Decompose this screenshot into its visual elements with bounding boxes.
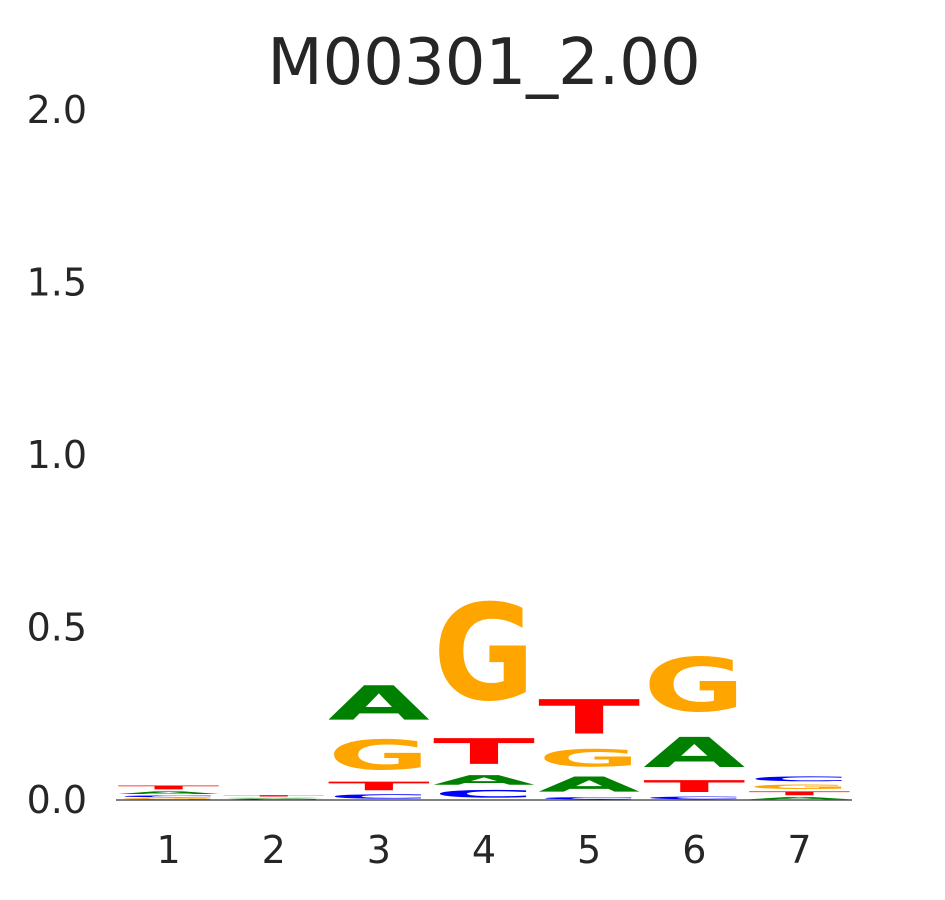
- logo-letter-T: T: [328, 779, 430, 793]
- x-tick-label: 7: [787, 828, 811, 872]
- x-tick-label: 5: [577, 828, 601, 872]
- logo-letter-G: G: [328, 731, 430, 779]
- x-tick-label: 6: [682, 828, 706, 872]
- logo-letter-G: G: [223, 797, 325, 798]
- x-tick-label: 3: [367, 828, 391, 872]
- x-tick-label: 1: [156, 828, 180, 872]
- logo-letter-A: A: [643, 729, 746, 777]
- logo-letter-T: T: [223, 795, 325, 797]
- chart-title: M00301_2.00: [267, 26, 700, 100]
- x-axis: 1 2 3 4 5 6 7: [156, 828, 811, 872]
- logo-letter-C: C: [538, 797, 640, 800]
- logo-letter-C: C: [643, 796, 745, 800]
- logo-letter-A: A: [748, 797, 850, 800]
- logo-letter-A: A: [328, 676, 431, 731]
- logo-letter-C: C: [328, 793, 430, 800]
- logo-letter-G: G: [643, 643, 745, 729]
- y-tick-label: 0.5: [27, 606, 87, 650]
- logo-letter-G: G: [118, 798, 220, 800]
- logo-letter-T: T: [118, 784, 220, 790]
- logo-letter-T: T: [643, 777, 745, 796]
- logo-letter-T: T: [433, 731, 535, 772]
- logo-letter-T: T: [538, 690, 640, 745]
- logo-letter-C: C: [748, 775, 850, 783]
- y-tick-label: 1.5: [27, 261, 87, 305]
- logo-letter-A: A: [538, 773, 640, 797]
- y-tick-label: 0.0: [27, 778, 87, 822]
- logo-letter-C: C: [433, 788, 535, 800]
- logo-letter-A: A: [223, 798, 325, 799]
- logo-letter-G: G: [748, 783, 850, 791]
- x-tick-label: 4: [472, 828, 496, 872]
- y-axis: 0.0 0.5 1.0 1.5 2.0: [27, 88, 87, 822]
- logo-letter-C: C: [223, 799, 325, 800]
- y-tick-label: 1.0: [27, 433, 87, 477]
- logo-letter-A: A: [433, 773, 535, 788]
- y-tick-label: 2.0: [27, 88, 87, 132]
- logo-letter-A: A: [118, 791, 220, 795]
- logo-letter-G: G: [538, 745, 640, 772]
- logo-letter-G: G: [433, 577, 535, 731]
- logo-letter-C: C: [118, 795, 220, 798]
- x-tick-label: 2: [262, 828, 286, 872]
- logo-letter-T: T: [748, 790, 850, 796]
